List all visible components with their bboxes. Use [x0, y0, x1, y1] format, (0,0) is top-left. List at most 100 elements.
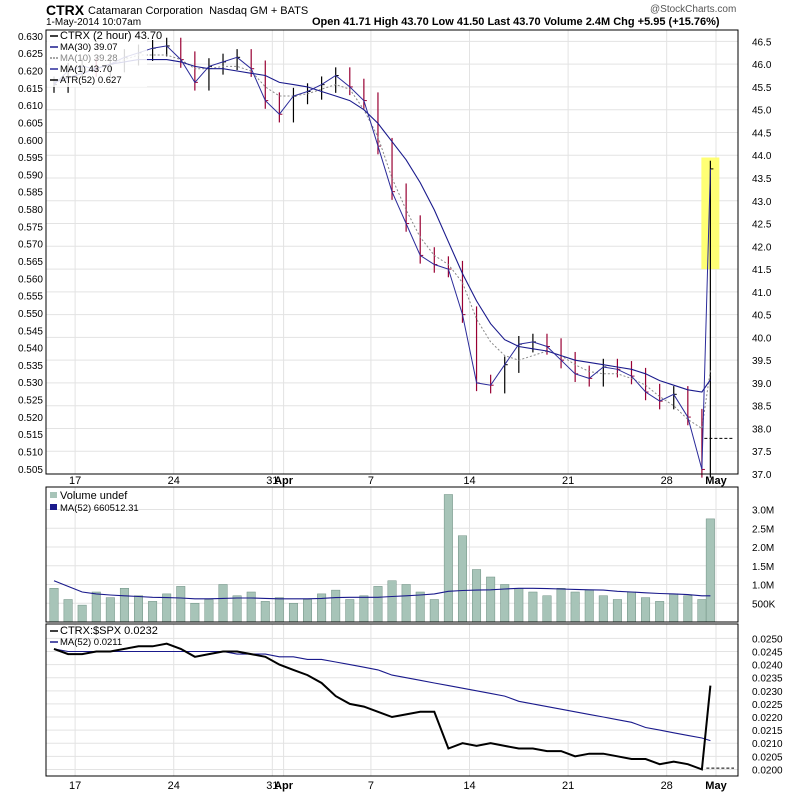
x-tick-label: 24 — [168, 780, 180, 792]
atr-tick-label: 0.600 — [18, 136, 43, 147]
volume-bar — [274, 597, 284, 623]
volume-bar — [584, 589, 594, 623]
atr-tick-label: 0.615 — [18, 84, 43, 95]
volume-bar — [683, 595, 693, 623]
volume-frame — [45, 486, 739, 623]
price-tick-label: 38.0 — [752, 424, 772, 435]
atr-tick-label: 0.555 — [18, 292, 43, 303]
volume-bar — [218, 584, 228, 623]
volume-bar — [612, 599, 622, 623]
volume-bar — [303, 599, 313, 623]
volume-bar — [176, 586, 186, 623]
atr-tick-label: 0.540 — [18, 344, 43, 355]
volume-bar — [514, 588, 524, 623]
atr-tick-label: 0.530 — [18, 378, 43, 389]
volume-bar — [472, 569, 482, 623]
volume-tick-label: 2.0M — [752, 543, 774, 554]
volume-bar — [627, 591, 636, 623]
price-tick-label: 37.0 — [752, 470, 772, 481]
volume-bar — [91, 591, 101, 623]
volume-bar — [373, 586, 383, 623]
legend-swatch — [50, 504, 57, 510]
atr-tick-label: 0.595 — [18, 153, 43, 164]
atr-tick-label: 0.575 — [18, 222, 43, 233]
volume-bar — [528, 591, 538, 623]
volume-bar — [190, 603, 200, 623]
ratio-tick-label: 0.0230 — [752, 687, 783, 698]
atr-tick-label: 0.545 — [18, 326, 43, 337]
volume-tick-label: 1.0M — [752, 581, 774, 592]
ratio-tick-label: 0.0215 — [752, 726, 783, 737]
volume-bar — [77, 604, 87, 623]
x-tick-label: 7 — [368, 475, 374, 487]
price-legend-entry: CTRX (2 hour) 43.70 — [60, 30, 162, 42]
atr-tick-label: 0.565 — [18, 257, 43, 268]
price-tick-label: 42.0 — [752, 242, 772, 253]
price-tick-label: 39.0 — [752, 379, 772, 390]
price-tick-label: 45.5 — [752, 83, 772, 94]
volume-bar — [345, 599, 355, 623]
x-tick-label: Apr — [274, 780, 294, 792]
atr-tick-label: 0.505 — [18, 465, 43, 476]
volume-tick-label: 1.5M — [752, 562, 774, 573]
x-tick-label: 31 — [266, 780, 278, 792]
volume-bar — [134, 595, 143, 623]
ratio-tick-label: 0.0205 — [752, 752, 783, 763]
price-tick-label: 38.5 — [752, 402, 772, 413]
ratio-tick-label: 0.0225 — [752, 700, 783, 711]
volume-bar — [387, 580, 397, 623]
x-tick-label: May — [705, 475, 727, 487]
ratio-tick-label: 0.0245 — [752, 648, 783, 659]
volume-bar — [359, 595, 369, 623]
volume-panel: 3.0M 2.5M 2.0M 1.5M 1.0M 500K Volume undefMA(5… — [45, 486, 776, 623]
atr-tick-label: 0.590 — [18, 170, 43, 181]
volume-bar — [500, 584, 510, 623]
x-tick-label: 17 — [69, 780, 81, 792]
ratio-frame — [45, 623, 739, 777]
price-tick-label: 44.5 — [752, 128, 772, 139]
price-tick-label: 43.5 — [752, 174, 772, 185]
volume-bar — [401, 584, 411, 623]
volume-bar — [705, 518, 715, 623]
volume-bar — [641, 597, 651, 623]
price-tick-label: 43.0 — [752, 197, 772, 208]
price-legend-entry: MA(30) 39.07 — [60, 42, 118, 53]
volume-bar — [331, 589, 341, 623]
x-tick-label: 31 — [266, 475, 278, 487]
atr-tick-label: 0.580 — [18, 205, 43, 216]
price-tick-label: 42.5 — [752, 220, 772, 231]
volume-ma-line — [53, 580, 711, 600]
volume-bar — [232, 595, 242, 623]
ratio-tick-label: 0.0220 — [752, 713, 783, 724]
price-tick-label: 40.5 — [752, 311, 772, 322]
price-tick-label: 41.5 — [752, 265, 772, 276]
volume-bar — [288, 603, 298, 623]
ratio-panel: 0.0250 0.0245 0.0240 0.0235 0.0230 0.0225 0.02… — [45, 623, 783, 792]
volume-bar — [570, 591, 580, 623]
atr-tick-label: 0.570 — [18, 240, 43, 251]
atr-tick-label: 0.525 — [18, 396, 43, 407]
x-tick-label: 14 — [463, 780, 475, 792]
volume-bar — [429, 599, 439, 623]
datetime-label: 1-May-2014 10:07am — [46, 17, 142, 28]
x-tick-label: 14 — [463, 475, 475, 487]
company-name: Catamaran Corporation — [88, 5, 203, 17]
volume-bar — [148, 601, 158, 623]
volume-bar — [260, 601, 270, 623]
volume-bar — [119, 588, 129, 623]
x-tick-label: 17 — [69, 475, 81, 487]
price-tick-label: 40.0 — [752, 333, 772, 344]
volume-bar — [63, 599, 73, 623]
atr-tick-label: 0.515 — [18, 430, 43, 441]
atr-tick-label: 0.620 — [18, 67, 43, 78]
ratio-tick-label: 0.0200 — [752, 765, 783, 776]
volume-tick-label: 2.5M — [752, 524, 774, 535]
atr-tick-label: 0.560 — [18, 274, 43, 285]
chart-header: CTRX Catamaran Corporation Nasdaq GM + B… — [0, 0, 800, 30]
atr-tick-label: 0.630 — [18, 32, 43, 43]
ratio-tick-label: 0.0210 — [752, 739, 783, 750]
price-tick-label: 44.0 — [752, 151, 772, 162]
price-tick-label: 46.5 — [752, 37, 772, 48]
price-tick-label: 37.5 — [752, 447, 772, 458]
